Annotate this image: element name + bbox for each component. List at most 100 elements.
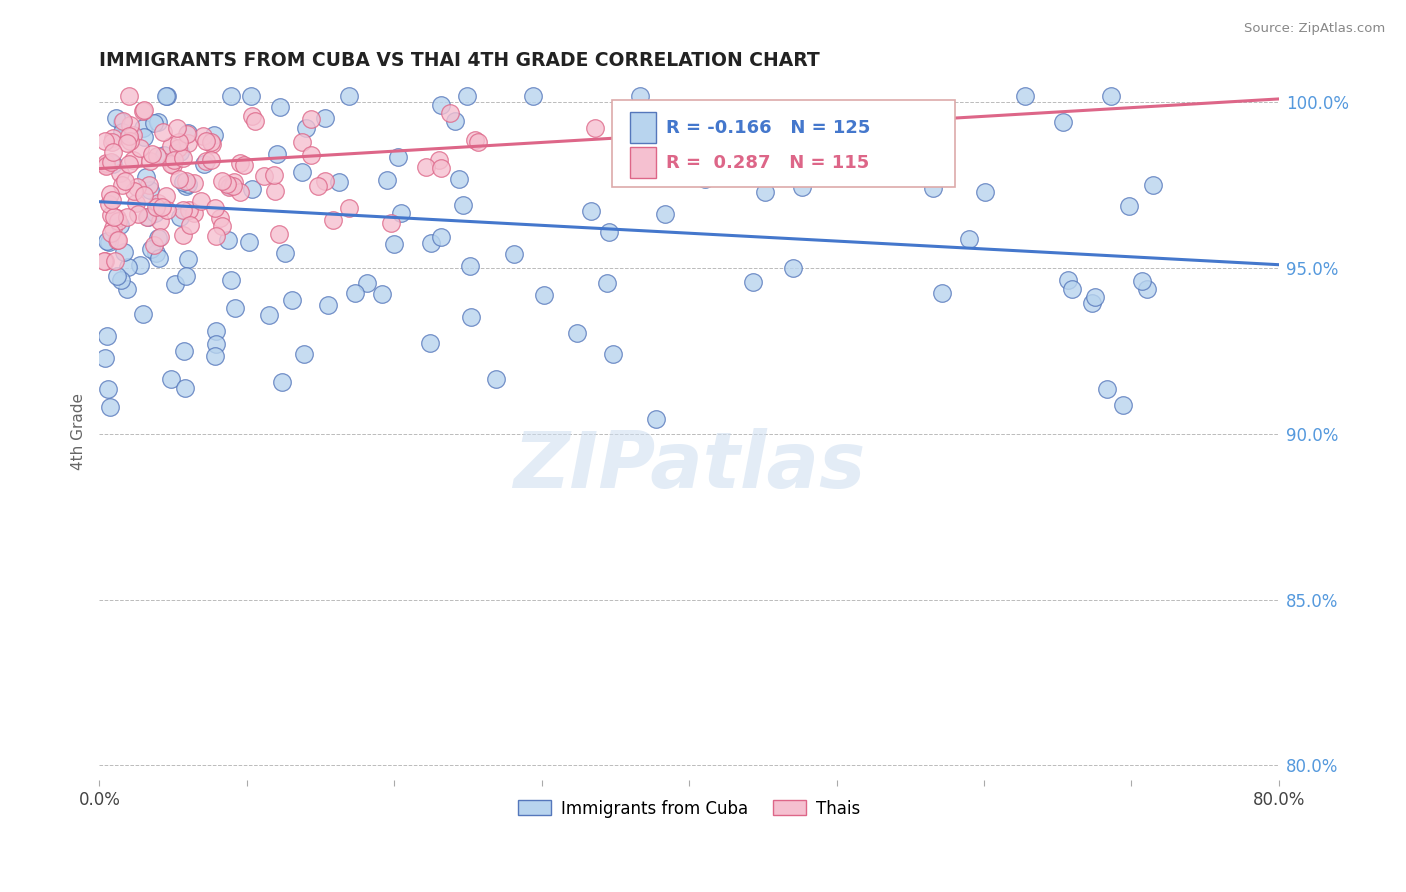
Point	[1060, 282, 1083, 296]
Point	[375, 173, 398, 187]
Point	[132, 120, 155, 135]
Point	[204, 337, 226, 351]
Point	[195, 154, 218, 169]
Point	[1081, 296, 1104, 310]
Point	[202, 128, 225, 142]
Point	[602, 347, 624, 361]
Point	[132, 307, 155, 321]
Point	[96, 234, 118, 248]
Point	[177, 252, 200, 266]
Point	[741, 275, 763, 289]
Point	[93, 134, 115, 148]
Point	[415, 161, 437, 175]
Point	[1095, 382, 1118, 396]
Point	[429, 230, 451, 244]
Point	[193, 157, 215, 171]
Point	[215, 178, 238, 192]
Point	[141, 242, 163, 256]
Point	[263, 184, 285, 198]
Point	[125, 180, 148, 194]
Point	[645, 412, 668, 426]
Point	[467, 135, 489, 149]
Point	[118, 118, 141, 132]
Point	[156, 202, 179, 217]
Point	[921, 181, 943, 195]
Point	[127, 207, 149, 221]
Point	[219, 88, 242, 103]
Point	[281, 293, 304, 307]
Point	[98, 187, 121, 202]
Point	[100, 226, 122, 240]
Point	[172, 203, 194, 218]
Point	[322, 213, 344, 227]
Point	[107, 233, 129, 247]
Text: IMMIGRANTS FROM CUBA VS THAI 4TH GRADE CORRELATION CHART: IMMIGRANTS FROM CUBA VS THAI 4TH GRADE C…	[100, 51, 820, 70]
Point	[94, 254, 117, 268]
Point	[502, 247, 524, 261]
Point	[146, 231, 169, 245]
Text: Source: ZipAtlas.com: Source: ZipAtlas.com	[1244, 22, 1385, 36]
Point	[177, 126, 200, 140]
Point	[449, 172, 471, 186]
Point	[790, 180, 813, 194]
Point	[221, 273, 243, 287]
Point	[152, 124, 174, 138]
Point	[100, 136, 122, 150]
Point	[931, 285, 953, 300]
Point	[485, 371, 508, 385]
Point	[291, 135, 314, 149]
Point	[108, 219, 131, 233]
Point	[174, 174, 197, 188]
Point	[111, 178, 134, 192]
Point	[884, 143, 907, 157]
Point	[162, 153, 184, 168]
Point	[105, 111, 128, 125]
Point	[176, 269, 198, 284]
Point	[314, 111, 336, 125]
Point	[458, 259, 481, 273]
Point	[195, 134, 218, 148]
Point	[200, 135, 222, 149]
Point	[150, 200, 173, 214]
Point	[148, 229, 170, 244]
Bar	[630, 147, 657, 178]
Point	[190, 194, 212, 208]
Point	[273, 246, 295, 260]
Point	[110, 125, 132, 139]
Point	[208, 211, 231, 225]
Point	[105, 211, 128, 225]
Point	[460, 310, 482, 324]
Point	[339, 88, 361, 103]
Point	[177, 136, 200, 150]
Point	[204, 349, 226, 363]
Point	[96, 329, 118, 343]
Point	[659, 138, 682, 153]
Point	[100, 154, 122, 169]
Point	[583, 121, 606, 136]
Point	[141, 146, 163, 161]
Point	[110, 273, 132, 287]
Point	[429, 153, 451, 167]
Point	[243, 113, 266, 128]
Point	[382, 237, 405, 252]
Point	[146, 115, 169, 129]
Point	[103, 211, 125, 225]
Text: ZIPatlas: ZIPatlas	[513, 428, 865, 504]
Point	[596, 276, 619, 290]
Point	[183, 206, 205, 220]
Point	[628, 88, 651, 103]
Point	[179, 218, 201, 232]
Point	[101, 131, 124, 145]
Point	[259, 309, 281, 323]
Point	[205, 228, 228, 243]
Point	[118, 157, 141, 171]
Point	[343, 286, 366, 301]
Point	[94, 155, 117, 169]
Point	[328, 175, 350, 189]
Point	[240, 110, 263, 124]
Point	[444, 114, 467, 128]
Point	[240, 182, 263, 196]
Point	[156, 88, 179, 103]
Point	[456, 88, 478, 103]
Point	[222, 178, 245, 193]
